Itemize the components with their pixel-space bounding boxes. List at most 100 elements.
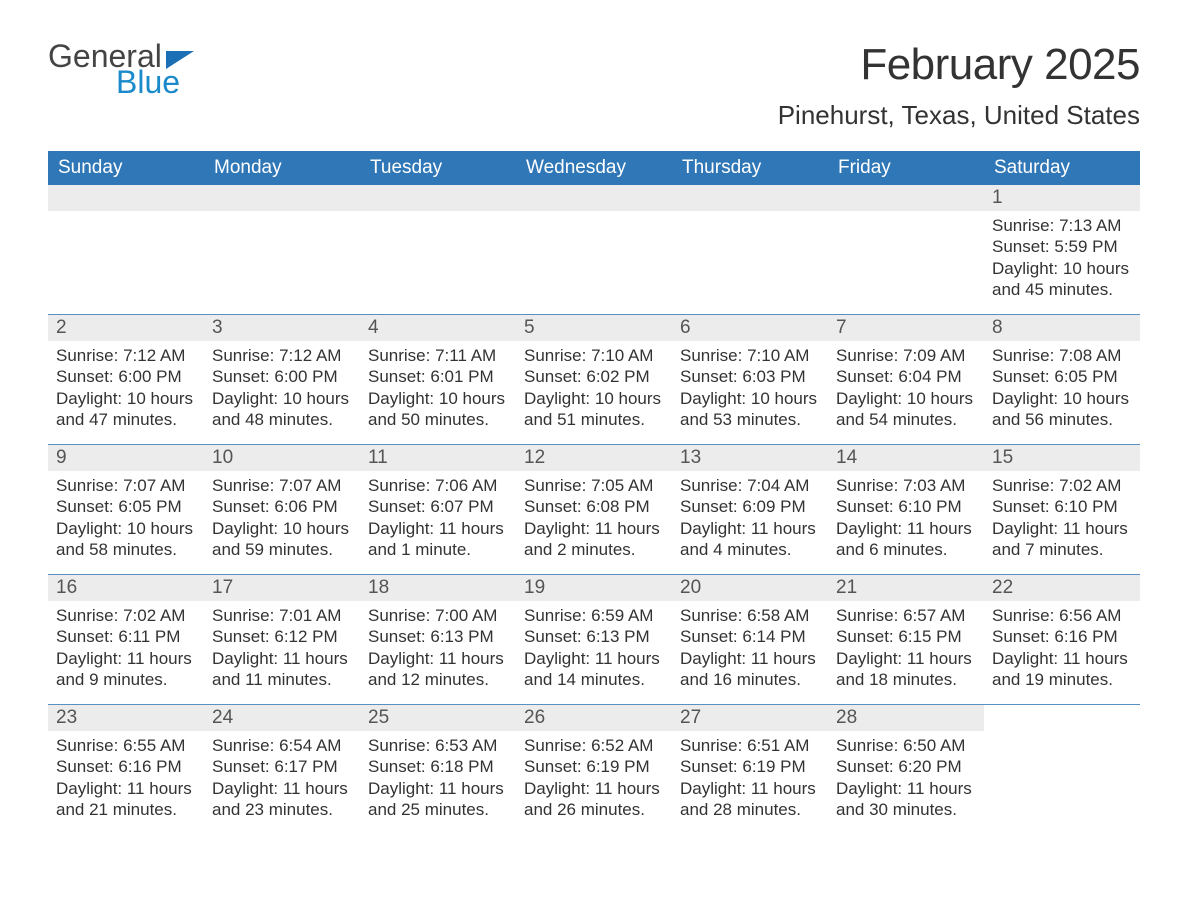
sunset-line: Sunset: 6:13 PM xyxy=(368,626,508,647)
day-number: 22 xyxy=(984,575,1140,601)
day-details: Sunrise: 6:59 AMSunset: 6:13 PMDaylight:… xyxy=(516,601,672,704)
daylight-line: Daylight: 11 hours and 4 minutes. xyxy=(680,518,820,561)
day-number: 24 xyxy=(204,705,360,731)
day-details: Sunrise: 6:55 AMSunset: 6:16 PMDaylight:… xyxy=(48,731,204,834)
sunrise-line: Sunrise: 6:51 AM xyxy=(680,735,820,756)
daylight-line: Daylight: 10 hours and 48 minutes. xyxy=(212,388,352,431)
weekday-header: Monday xyxy=(204,151,360,185)
day-details: Sunrise: 7:05 AMSunset: 6:08 PMDaylight:… xyxy=(516,471,672,574)
sunrise-line: Sunrise: 7:13 AM xyxy=(992,215,1132,236)
day-number: 2 xyxy=(48,315,204,341)
calendar-day-cell: 13Sunrise: 7:04 AMSunset: 6:09 PMDayligh… xyxy=(672,445,828,575)
day-details: Sunrise: 7:10 AMSunset: 6:02 PMDaylight:… xyxy=(516,341,672,444)
sunset-line: Sunset: 6:08 PM xyxy=(524,496,664,517)
daylight-line: Daylight: 11 hours and 9 minutes. xyxy=(56,648,196,691)
sunset-line: Sunset: 6:02 PM xyxy=(524,366,664,387)
daylight-line: Daylight: 11 hours and 19 minutes. xyxy=(992,648,1132,691)
day-number: 10 xyxy=(204,445,360,471)
day-number: 4 xyxy=(360,315,516,341)
calendar-week-row: 9Sunrise: 7:07 AMSunset: 6:05 PMDaylight… xyxy=(48,445,1140,575)
calendar-day-cell: 10Sunrise: 7:07 AMSunset: 6:06 PMDayligh… xyxy=(204,445,360,575)
day-details: Sunrise: 6:52 AMSunset: 6:19 PMDaylight:… xyxy=(516,731,672,834)
day-number: 20 xyxy=(672,575,828,601)
day-details: Sunrise: 7:12 AMSunset: 6:00 PMDaylight:… xyxy=(204,341,360,444)
sunrise-line: Sunrise: 6:56 AM xyxy=(992,605,1132,626)
daylight-line: Daylight: 11 hours and 21 minutes. xyxy=(56,778,196,821)
day-number: 3 xyxy=(204,315,360,341)
daylight-line: Daylight: 10 hours and 45 minutes. xyxy=(992,258,1132,301)
calendar-day-cell: 18Sunrise: 7:00 AMSunset: 6:13 PMDayligh… xyxy=(360,575,516,705)
calendar-day-cell: 2Sunrise: 7:12 AMSunset: 6:00 PMDaylight… xyxy=(48,315,204,445)
day-number: 5 xyxy=(516,315,672,341)
sunset-line: Sunset: 6:09 PM xyxy=(680,496,820,517)
calendar-day-cell: 20Sunrise: 6:58 AMSunset: 6:14 PMDayligh… xyxy=(672,575,828,705)
day-details: Sunrise: 7:06 AMSunset: 6:07 PMDaylight:… xyxy=(360,471,516,574)
weekday-header-row: SundayMondayTuesdayWednesdayThursdayFrid… xyxy=(48,151,1140,185)
weekday-header: Wednesday xyxy=(516,151,672,185)
daylight-line: Daylight: 10 hours and 56 minutes. xyxy=(992,388,1132,431)
calendar-day-cell: 8 Sunrise: 7:08 AMSunset: 6:05 PMDaylight… xyxy=(984,315,1140,445)
daylight-line: Daylight: 11 hours and 30 minutes. xyxy=(836,778,976,821)
day-number: 18 xyxy=(360,575,516,601)
brand-logo: General Blue xyxy=(48,40,194,98)
sunset-line: Sunset: 6:18 PM xyxy=(368,756,508,777)
day-number: 23 xyxy=(48,705,204,731)
weekday-header: Tuesday xyxy=(360,151,516,185)
day-number: 9 xyxy=(48,445,204,471)
day-details: Sunrise: 6:53 AMSunset: 6:18 PMDaylight:… xyxy=(360,731,516,834)
day-details: Sunrise: 6:57 AMSunset: 6:15 PMDaylight:… xyxy=(828,601,984,704)
sunset-line: Sunset: 6:16 PM xyxy=(992,626,1132,647)
location-subtitle: Pinehurst, Texas, United States xyxy=(778,100,1140,131)
day-number: 7 xyxy=(828,315,984,341)
day-details: Sunrise: 7:10 AMSunset: 6:03 PMDaylight:… xyxy=(672,341,828,444)
sunrise-line: Sunrise: 7:10 AM xyxy=(524,345,664,366)
day-number: 6 xyxy=(672,315,828,341)
sunset-line: Sunset: 6:05 PM xyxy=(56,496,196,517)
calendar-day-cell: 17Sunrise: 7:01 AMSunset: 6:12 PMDayligh… xyxy=(204,575,360,705)
sunset-line: Sunset: 6:17 PM xyxy=(212,756,352,777)
sunrise-line: Sunrise: 7:05 AM xyxy=(524,475,664,496)
day-number: 21 xyxy=(828,575,984,601)
sunset-line: Sunset: 6:12 PM xyxy=(212,626,352,647)
sunrise-line: Sunrise: 7:02 AM xyxy=(56,605,196,626)
daylight-line: Daylight: 10 hours and 51 minutes. xyxy=(524,388,664,431)
daylight-line: Daylight: 11 hours and 14 minutes. xyxy=(524,648,664,691)
sunrise-line: Sunrise: 7:06 AM xyxy=(368,475,508,496)
day-details: Sunrise: 7:09 AMSunset: 6:04 PMDaylight:… xyxy=(828,341,984,444)
sunset-line: Sunset: 6:05 PM xyxy=(992,366,1132,387)
weekday-header: Thursday xyxy=(672,151,828,185)
daylight-line: Daylight: 11 hours and 6 minutes. xyxy=(836,518,976,561)
day-number: 15 xyxy=(984,445,1140,471)
day-details: Sunrise: 6:54 AMSunset: 6:17 PMDaylight:… xyxy=(204,731,360,834)
daylight-line: Daylight: 11 hours and 25 minutes. xyxy=(368,778,508,821)
weekday-header: Saturday xyxy=(984,151,1140,185)
calendar-empty-cell xyxy=(204,185,360,315)
sunrise-line: Sunrise: 7:10 AM xyxy=(680,345,820,366)
sunset-line: Sunset: 6:16 PM xyxy=(56,756,196,777)
daylight-line: Daylight: 11 hours and 1 minute. xyxy=(368,518,508,561)
sunrise-line: Sunrise: 6:55 AM xyxy=(56,735,196,756)
sunset-line: Sunset: 6:06 PM xyxy=(212,496,352,517)
calendar-day-cell: 12Sunrise: 7:05 AMSunset: 6:08 PMDayligh… xyxy=(516,445,672,575)
day-number: 12 xyxy=(516,445,672,471)
day-number: 13 xyxy=(672,445,828,471)
daylight-line: Daylight: 10 hours and 50 minutes. xyxy=(368,388,508,431)
calendar-day-cell: 4Sunrise: 7:11 AMSunset: 6:01 PMDaylight… xyxy=(360,315,516,445)
daylight-line: Daylight: 10 hours and 58 minutes. xyxy=(56,518,196,561)
daylight-line: Daylight: 11 hours and 12 minutes. xyxy=(368,648,508,691)
day-number: 8 xyxy=(984,315,1140,341)
sunrise-line: Sunrise: 6:54 AM xyxy=(212,735,352,756)
sunset-line: Sunset: 6:13 PM xyxy=(524,626,664,647)
month-title: February 2025 xyxy=(778,40,1140,90)
day-number: 26 xyxy=(516,705,672,731)
sunrise-line: Sunrise: 7:08 AM xyxy=(992,345,1132,366)
calendar-empty-cell xyxy=(360,185,516,315)
calendar-day-cell: 16Sunrise: 7:02 AMSunset: 6:11 PMDayligh… xyxy=(48,575,204,705)
day-details: Sunrise: 6:58 AMSunset: 6:14 PMDaylight:… xyxy=(672,601,828,704)
calendar-empty-cell xyxy=(828,185,984,315)
calendar-day-cell: 23Sunrise: 6:55 AMSunset: 6:16 PMDayligh… xyxy=(48,705,204,834)
calendar-empty-cell xyxy=(516,185,672,315)
day-details: Sunrise: 7:04 AMSunset: 6:09 PMDaylight:… xyxy=(672,471,828,574)
daylight-line: Daylight: 11 hours and 16 minutes. xyxy=(680,648,820,691)
day-details: Sunrise: 7:02 AMSunset: 6:11 PMDaylight:… xyxy=(48,601,204,704)
